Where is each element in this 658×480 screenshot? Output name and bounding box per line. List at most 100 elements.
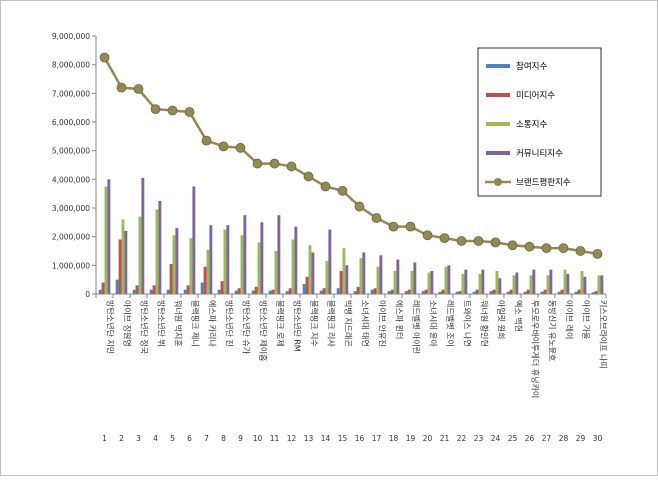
category-label: 방탄소년단 제이홉 <box>259 300 269 361</box>
rank-label: 13 <box>304 434 314 443</box>
bar <box>580 271 584 294</box>
category-label: 레드벨벳 아이린 <box>412 300 422 354</box>
bar <box>577 289 581 294</box>
bar <box>339 271 343 294</box>
category-label: 방탄소년단 슈가 <box>242 300 252 355</box>
line-point <box>269 158 280 169</box>
bar <box>563 269 567 294</box>
bar <box>387 291 391 294</box>
bar <box>523 291 527 294</box>
rank-label: 9 <box>238 434 243 443</box>
bar <box>591 292 595 294</box>
category-label: 블랙핑크 제니 <box>191 300 201 347</box>
bar <box>138 216 142 294</box>
bar <box>438 291 442 294</box>
bar <box>322 288 326 294</box>
rank-label: 6 <box>187 434 192 443</box>
bar <box>464 269 468 294</box>
category-label: 블랙핑크 로제 <box>276 300 286 347</box>
category-label: 빅뱅 지드래곤 <box>344 300 354 347</box>
bar <box>353 291 357 294</box>
bar <box>189 238 193 294</box>
line-point <box>150 104 161 114</box>
rank-label: 1 <box>102 434 107 443</box>
rank-label: 10 <box>253 434 263 443</box>
bar <box>549 269 553 294</box>
bar <box>240 235 244 294</box>
category-label: 소녀시대 태연 <box>361 300 370 347</box>
rank-label: 8 <box>221 434 226 443</box>
category-label: 엑소 백현 <box>514 300 524 332</box>
category-label: 레드벨벳 조이 <box>446 300 456 347</box>
line-point <box>99 52 110 63</box>
bar <box>271 289 275 294</box>
rank-label: 4 <box>153 434 158 443</box>
rank-label: 23 <box>474 434 484 443</box>
bar <box>135 285 139 294</box>
line-point <box>541 243 552 254</box>
bar <box>424 289 428 294</box>
bar <box>98 289 102 294</box>
bar <box>107 179 111 294</box>
legend-label: 미디어지수 <box>516 90 555 101</box>
y-tick-label: 1,000,000 <box>52 261 90 270</box>
bar <box>311 252 315 294</box>
legend-label: 소통지수 <box>516 120 547 130</box>
bar <box>149 289 153 294</box>
rank-label: 26 <box>525 434 535 443</box>
category-label: 아이브 레이 <box>565 300 575 339</box>
bar <box>410 271 414 294</box>
bar <box>158 200 162 294</box>
bar <box>223 229 227 294</box>
bar <box>455 291 459 294</box>
rank-label: 12 <box>287 434 297 443</box>
bar <box>506 291 510 294</box>
line-point <box>286 161 297 172</box>
bar <box>540 291 544 294</box>
bar <box>475 289 479 294</box>
category-label: 워너원 박지훈 <box>174 300 184 347</box>
bar <box>447 265 451 294</box>
legend-marker <box>494 178 502 186</box>
bar <box>373 288 377 294</box>
category-label: 아이브 장원영 <box>123 300 133 347</box>
bar <box>328 229 332 294</box>
bar <box>169 263 173 294</box>
category-label: 에스파 윈터 <box>395 300 404 339</box>
bar <box>243 215 247 294</box>
bar <box>277 215 281 294</box>
bar <box>325 261 329 294</box>
line-point <box>184 107 195 117</box>
bar <box>209 225 213 294</box>
category-label: 방탄소년단 뷔 <box>157 300 167 347</box>
rank-label: 27 <box>542 434 552 443</box>
bar <box>574 291 578 294</box>
category-label: 방탄소년단 정국 <box>140 300 150 354</box>
line-point <box>337 185 348 196</box>
bar <box>200 282 204 294</box>
bar <box>155 209 159 294</box>
line-point <box>388 221 399 232</box>
y-tick-label: 6,000,000 <box>52 118 90 127</box>
bar <box>532 269 536 294</box>
line-point <box>473 236 484 246</box>
rank-label: 2 <box>119 434 124 443</box>
line-series <box>99 52 603 259</box>
bar <box>203 266 207 294</box>
bar <box>141 177 145 294</box>
category-label: 워너원 황민현 <box>480 300 490 347</box>
bar <box>217 289 221 294</box>
bar <box>104 186 108 294</box>
line-point <box>405 221 416 232</box>
bar <box>302 283 306 294</box>
bar <box>583 276 587 294</box>
rank-label: 3 <box>136 434 141 443</box>
bar <box>359 258 363 294</box>
bar <box>226 225 230 294</box>
legend-label: 참여지수 <box>516 61 547 72</box>
bar <box>441 289 445 294</box>
bar <box>529 275 533 294</box>
bar <box>512 275 516 294</box>
bar <box>478 273 482 294</box>
y-tick-label: 9,000,000 <box>52 32 90 41</box>
